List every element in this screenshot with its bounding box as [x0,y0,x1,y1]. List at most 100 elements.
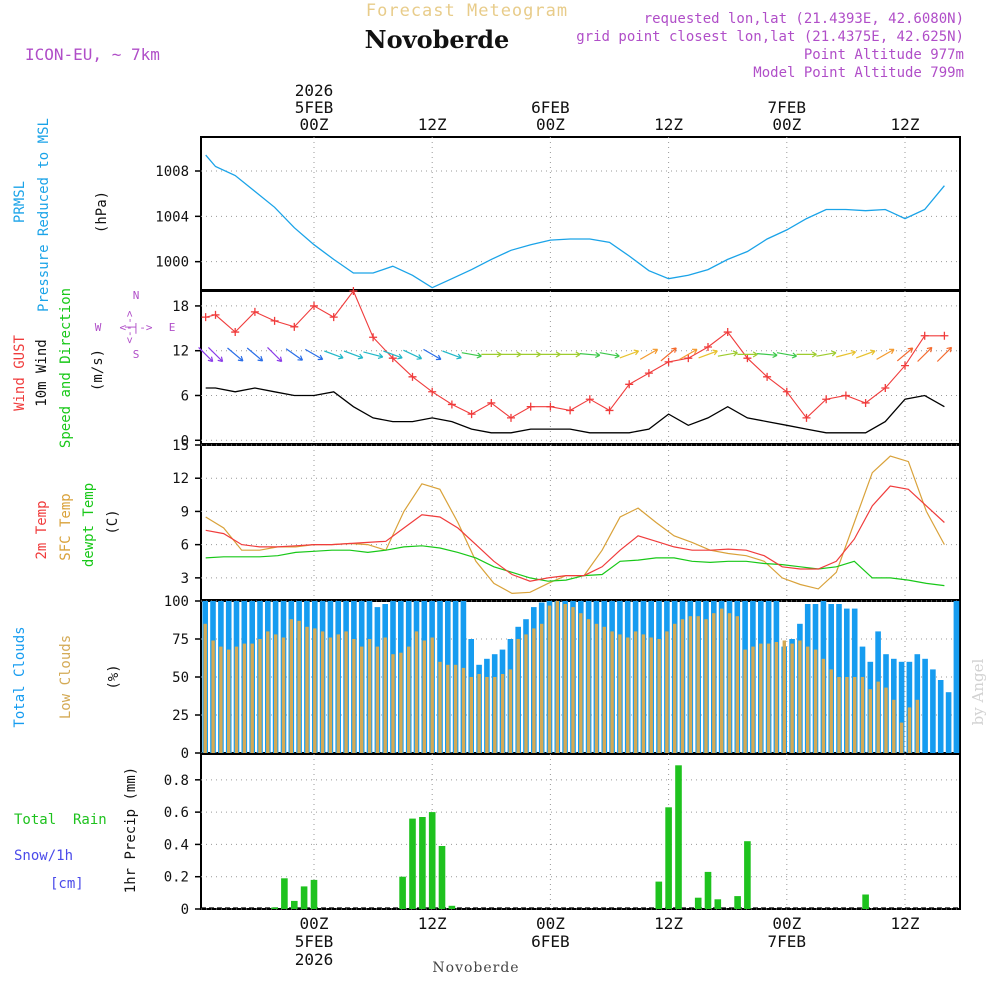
low-cloud-bar [360,646,364,753]
y-tick-label: 15 [172,438,189,454]
gust-marker [231,328,240,337]
total-clouds-label: Total Clouds [12,626,28,727]
low-cloud-bar [532,628,536,753]
rain-bar [448,905,456,909]
low-cloud-bar [274,634,278,753]
header-group: Forecast Meteogram Novoberde ICON-EU, ~ … [25,1,964,81]
low-cloud-bar [352,639,356,753]
gust-marker [270,316,279,325]
low-cloud-bar [790,643,794,753]
wind-direction-arrow [403,349,423,360]
gust-marker [250,307,259,316]
low-cloud-bar [328,637,333,753]
y-tick-label: 12 [172,471,189,487]
wind-direction-arrow [698,349,718,359]
low-cloud-bar [727,613,732,753]
low-cloud-bar [618,634,622,753]
y-tick-label: 1004 [155,209,189,225]
gust-marker [684,354,693,363]
low-cloud-bar [907,707,912,753]
low-cloud-bar [438,661,442,753]
temp-unit: (C) [105,509,121,534]
y-tick-label: 6 [181,538,189,554]
wind-direction-arrow [619,349,640,359]
low-cloud-bar [422,640,426,753]
low-cloud-bar [680,619,685,753]
bottom-time-label: 00Z [300,914,329,933]
pressure-unit: (hPa) [94,191,110,233]
gust-marker [743,354,752,363]
gust-marker [861,398,870,407]
low-cloud-bar [493,677,497,753]
y-tick-label: 0 [181,746,189,762]
bottom-time-label: 00Z [536,914,565,933]
sfc-temp-line [205,455,945,595]
gust-marker [625,380,634,389]
low-cloud-bar [227,649,231,753]
rain-bar [704,871,712,909]
temp-dewpt-label: dewpt Temp [81,483,97,567]
top-time-label: 12Z [418,115,447,134]
gust-marker [507,413,515,422]
low-cloud-bar [696,616,700,753]
gust-marker [526,402,535,411]
wind-direction-arrow [917,346,933,362]
top-time-label: 00Z [536,115,565,134]
y-tick-label: 50 [172,670,189,686]
temp-2m-label: 2m Temp [34,500,50,559]
total-cloud-bar [945,692,952,753]
wind-direction-arrow [540,351,561,358]
compass-vertical-arrow: <-|-> [123,310,136,343]
gust-marker [211,310,220,319]
wind-unit: (m/s) [90,349,106,391]
low-cloud-bar [759,643,763,753]
gust-marker [723,328,732,337]
total-cloud-bar [922,658,928,753]
y-tick-label: 9 [181,504,189,520]
low-cloud-bar [516,639,520,753]
gust-marker [329,313,338,322]
wind-direction-arrow [267,346,283,363]
low-cloud-bar [297,620,301,753]
low-cloud-bar [258,639,262,753]
requested-coords: requested lon,lat (21.4393E, 42.6080N) [644,11,964,27]
low-cloud-bar [250,643,254,753]
gust-marker [349,287,358,295]
wind-direction-arrow [579,351,601,359]
low-cloud-bar [813,649,818,753]
gust-marker [841,391,850,400]
rain-bar [694,897,702,909]
gust-marker [467,410,476,419]
wind-direction-arrow [660,347,677,362]
rain-bar [714,899,722,909]
point-altitude: Point Altitude 977m [804,47,964,63]
low-cloud-bar [469,677,473,753]
y-tick-label: 0 [181,902,189,918]
low-cloud-bar [735,616,739,753]
y-tick-label: 12 [172,344,189,360]
low-cloud-bar [915,699,919,753]
low-cloud-bar [766,643,771,753]
rain-bar [665,807,672,909]
bottom-time-label: 12Z [418,914,447,933]
rain-bar [734,896,741,909]
wind-direction-arrow [481,351,502,358]
model-point-altitude: Model Point Altitude 799m [753,65,964,81]
gust-marker [290,322,299,331]
compass-west: W [95,321,102,334]
watermark: by Angel [969,658,987,725]
low-cloud-bar [626,637,630,753]
wind-direction-arrow [442,350,462,360]
bottom-time-label: 7FEB [768,932,807,951]
low-cloud-bar [774,642,779,753]
gust-marker [802,413,811,422]
low-cloud-bar [242,643,247,753]
wind-direction-arrow [560,351,581,358]
wind-direction-arrow [423,348,442,361]
low-cloud-bar [540,623,544,753]
y-tick-label: 100 [164,594,189,610]
low-cloud-bar [673,623,677,753]
low-cloud-bar [391,654,395,753]
wind-direction-arrow [198,346,214,363]
